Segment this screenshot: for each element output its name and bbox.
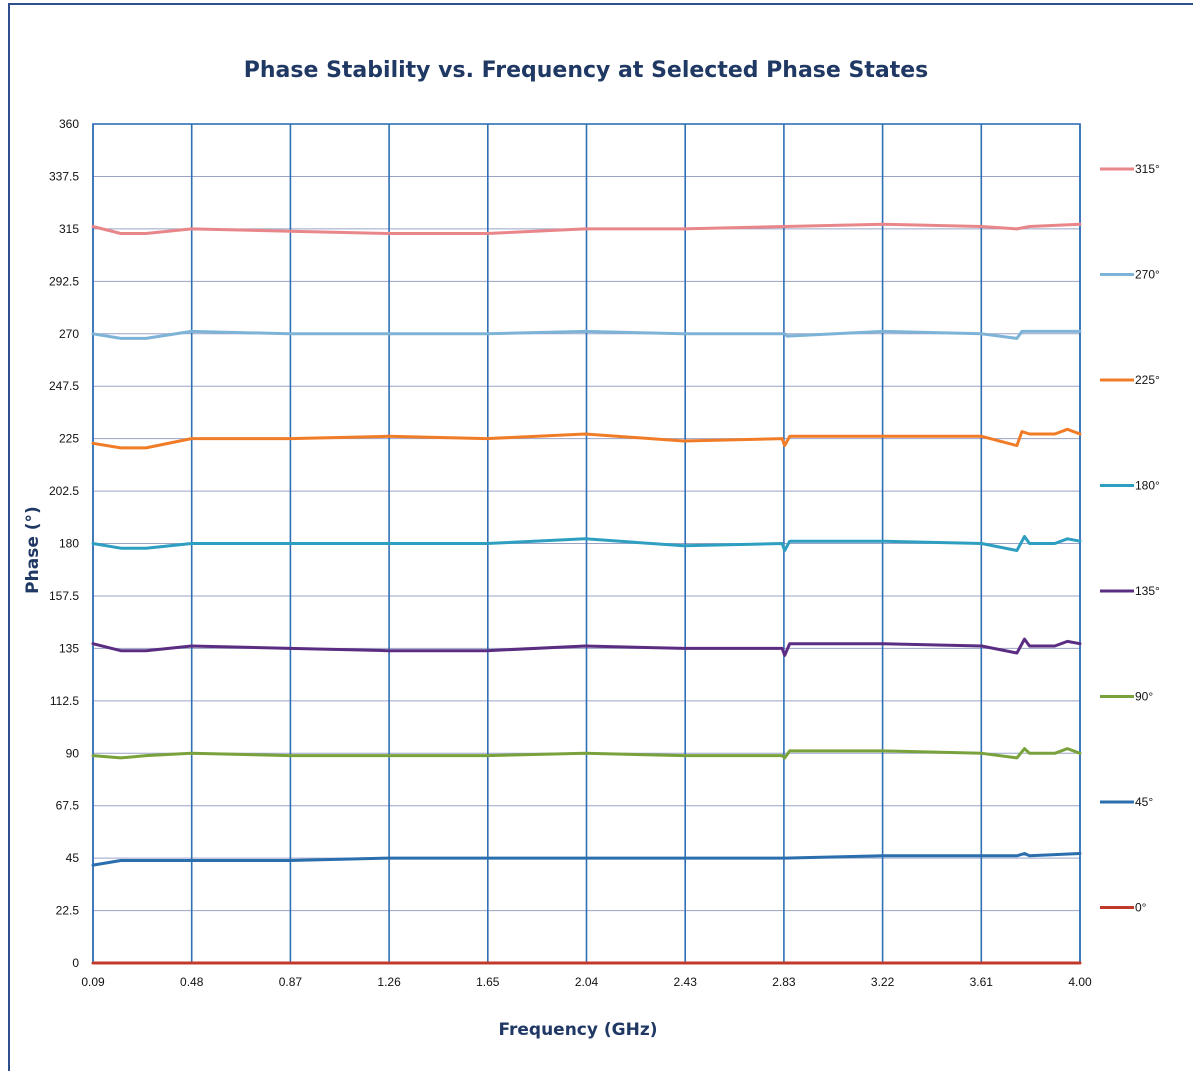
legend-item: 270° (1100, 268, 1160, 282)
x-tick-label: 0.48 (180, 975, 204, 989)
x-tick-label: 1.65 (476, 975, 500, 989)
legend-item: 90° (1100, 690, 1153, 704)
series-line-0 (91, 222, 1082, 235)
series-line-1 (91, 329, 1082, 340)
legend-item: 315° (1100, 162, 1160, 176)
legend-label: 315° (1135, 162, 1160, 176)
legend-label: 90° (1135, 690, 1153, 704)
y-tick-label: 360 (59, 117, 79, 131)
y-tick-label: 22.5 (56, 904, 80, 918)
x-tick-label: 4.00 (1068, 975, 1092, 989)
y-tick-label: 112.5 (50, 694, 79, 708)
frame-top-border (8, 3, 1193, 5)
y-tick-labels: 0 22.5 45 67.5 90 112.5 135 157.5 180 202.5 225 247… (49, 117, 79, 970)
y-tick-label: 270 (59, 327, 79, 341)
x-tick-label: 3.22 (871, 975, 895, 989)
legend-label: 0° (1135, 901, 1147, 915)
series-line-6 (91, 852, 1082, 867)
legend-label: 45° (1135, 795, 1153, 809)
y-tick-label: 225 (59, 432, 79, 446)
y-tick-label: 157.5 (49, 589, 79, 603)
y-axis-title: Phase (°) (23, 506, 43, 594)
legend-item: 0° (1100, 901, 1147, 915)
series-line-4 (91, 637, 1082, 657)
series-line-5 (91, 747, 1082, 760)
x-tick-label: 2.83 (772, 975, 796, 989)
legend-label: 270° (1135, 268, 1160, 282)
legend-item: 45° (1100, 795, 1153, 809)
y-tick-label: 337.5 (49, 169, 79, 183)
y-tick-label: 180 (59, 537, 79, 551)
legend-label: 180° (1135, 479, 1160, 493)
y-tick-label: 247.5 (49, 379, 79, 393)
legend-item: 135° (1100, 584, 1160, 598)
y-tick-label: 135 (59, 641, 79, 655)
x-tick-label: 1.26 (377, 975, 401, 989)
y-tick-label: 90 (66, 746, 80, 760)
x-tick-label: 3.61 (970, 975, 994, 989)
y-tick-label: 67.5 (56, 799, 80, 813)
y-tick-label: 0 (72, 956, 79, 970)
y-tick-label: 315 (59, 222, 79, 236)
series-line-3 (91, 535, 1082, 552)
chart-title: Phase Stability vs. Frequency at Selecte… (244, 58, 928, 83)
x-tick-label: 0.09 (81, 975, 105, 989)
series-line-2 (91, 427, 1082, 450)
x-tick-labels: 0.09 0.48 0.87 1.26 1.65 2.04 2.43 2.83 3.22 3.61… (81, 975, 1092, 989)
legend: 315° 270° 225° 180° 135° 90° 45° 0° (1100, 162, 1160, 915)
legend-label: 135° (1135, 584, 1160, 598)
y-tick-label: 292.5 (49, 274, 79, 288)
legend-item: 180° (1100, 479, 1160, 493)
y-tick-label: 202.5 (49, 484, 79, 498)
y-tick-label: 45 (66, 851, 80, 865)
x-tick-label: 0.87 (279, 975, 303, 989)
x-tick-label: 2.43 (674, 975, 698, 989)
x-tick-label: 2.04 (575, 975, 599, 989)
x-axis-title: Frequency (GHz) (498, 1020, 657, 1040)
legend-label: 225° (1135, 373, 1160, 387)
legend-item: 225° (1100, 373, 1160, 387)
series-layer (91, 222, 1082, 965)
frame-left-border (8, 3, 10, 1071)
